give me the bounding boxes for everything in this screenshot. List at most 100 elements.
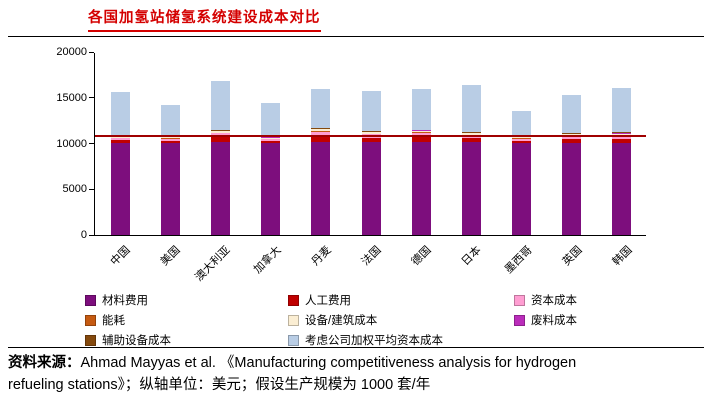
bar-segment [210,141,230,235]
legend-swatch [85,334,96,346]
bar-segment [411,130,431,133]
bar-segment [311,128,331,130]
bar-segment [461,133,481,135]
bar-segment [562,134,582,136]
stacked-bar-法国 [361,90,381,235]
bar-segment [461,84,481,133]
bar-segment [612,133,632,136]
y-tick-label: 15000 [56,91,87,104]
bar-segment [411,137,431,142]
bar-segment [160,140,180,144]
legend-item: 考虑公司加权平均资本成本 [288,332,514,348]
y-tick-label: 10000 [56,137,87,150]
y-tick-mark [89,97,94,99]
bar-segment [562,95,582,134]
legend-item: 资本成本 [514,292,577,308]
bar-segment [562,136,582,139]
bar-segment [612,87,632,133]
bar-segment [110,136,130,138]
y-tick-label: 5000 [62,183,87,196]
legend-swatch [514,314,525,326]
stacked-bar-英国 [562,95,582,235]
y-tick-mark [89,234,94,236]
bar-segment [612,143,632,235]
chart-legend: 材料费用 人工费用 资本成本能耗 设备/建筑成本 废料成本辅助设备成本 考虑公司加权平均资… [85,292,577,348]
legend-item: 设备/建筑成本 [288,312,514,328]
bar-segment [160,138,180,141]
bar-segment [261,139,281,141]
bar-segment [411,132,431,138]
legend-label: 考虑公司加权平均资本成本 [305,335,443,347]
bar-segment [160,143,180,235]
legend-swatch [288,334,299,346]
legend-label: 能耗 [102,315,125,327]
plot-area: 0 5000 10000 15000 20000 [56,46,646,241]
legend-label: 辅助设备成本 [102,335,171,347]
bar-segment [311,136,331,142]
bar-segment [311,131,331,137]
source-line2: refueling stations》；纵轴单位：美元；假设生产规模为 1000… [8,377,431,393]
bar-segment [210,132,230,134]
figure-container: 0 5000 10000 15000 20000 中国 美国 澳大利亚 加拿大 丹麦 法国 德国 日本… [8,36,704,348]
bar-segment [311,141,331,235]
bar-segment [261,137,281,139]
bar-segment [210,130,230,132]
bar-segment [110,140,130,144]
legend-swatch [85,314,96,326]
legend-label: 设备/建筑成本 [305,315,378,327]
bar-segment [261,140,281,144]
bar-segment [110,92,130,137]
stacked-bar-丹麦 [311,88,331,235]
bar-segment [311,131,331,132]
legend-item: 人工费用 [288,292,514,308]
bar-segment [562,138,582,143]
bar-segment [512,140,532,144]
reference-line [95,135,646,138]
stacked-bar-德国 [411,88,431,235]
source-line1: 资料来源：Ahmad Mayyas et al. 《Manufacturing … [8,352,708,374]
bar-segment [512,137,532,139]
stacked-bar-美国 [160,105,180,235]
legend-label: 废料成本 [531,315,577,327]
bar-segment [512,110,532,137]
bar-segment [461,134,481,136]
legend-label: 材料费用 [102,295,148,307]
legend-item: 材料费用 [85,292,288,308]
y-tick-mark [89,143,94,144]
bar-segment [210,137,230,142]
bar-segment [612,139,632,144]
stacked-bar-日本 [461,84,481,235]
bar-segment [361,141,381,235]
bar-segment [110,138,130,141]
bar-segment [261,103,281,138]
bar-segment [562,142,582,235]
bar-segment [612,135,632,140]
bar-segment [512,143,532,235]
y-tick-label: 0 [80,229,87,241]
bar-segment [461,137,481,142]
bar-segment [612,132,632,133]
stacked-bar-韩国 [612,87,632,235]
bar-segment [411,141,431,235]
source-line1-text: Ahmad Mayyas et al. 《Manufacturing compe… [80,355,577,371]
bar-segment [261,143,281,235]
source-note: 资料来源：Ahmad Mayyas et al. 《Manufacturing … [8,352,708,396]
stacked-bar-加拿大 [261,103,281,235]
bar-segment [210,81,230,131]
y-tick-mark [89,188,94,190]
stacked-bar-中国 [110,92,130,235]
bar-segment [361,90,381,132]
legend-item: 辅助设备成本 [85,332,288,348]
legend-label: 人工费用 [305,295,351,307]
bar-segment [461,141,481,235]
legend-item: 能耗 [85,312,288,328]
bar-segment [210,131,230,133]
legend-item: 废料成本 [514,312,577,328]
legend-label: 资本成本 [531,295,577,307]
bar-segment [311,129,331,132]
legend-swatch [85,294,96,306]
bar-segment [160,105,180,137]
bar-segment [361,133,381,135]
stacked-bar-澳大利亚 [210,81,230,235]
